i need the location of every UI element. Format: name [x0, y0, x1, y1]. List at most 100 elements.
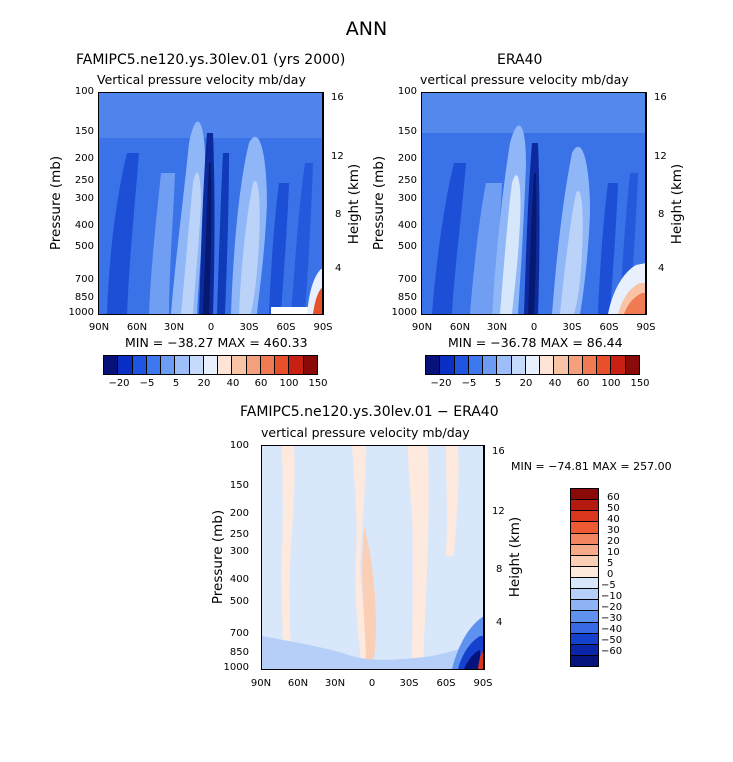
- panel1-ytick: 1000: [68, 307, 94, 318]
- panel2-ytick: 150: [397, 126, 417, 137]
- panel3-y2tick: 12: [492, 506, 505, 517]
- panel3-colorbar-label: −10: [601, 591, 623, 602]
- panel2-ytick: 300: [397, 193, 417, 204]
- panel3-xtick: 60S: [436, 678, 456, 689]
- panel1-colorbar-label: 100: [279, 378, 299, 389]
- panel3-xtick: 30S: [399, 678, 419, 689]
- panel2-xtick: 30N: [486, 322, 508, 333]
- panel2-xtick: 30S: [562, 322, 582, 333]
- panel2-ytick: 200: [397, 153, 417, 164]
- panel2-y2tick: 8: [658, 209, 665, 220]
- panel3-ytick: 100: [229, 440, 249, 451]
- panel1-ytick: 400: [74, 220, 94, 231]
- panel2-stats: MIN = −36.78 MAX = 86.44: [448, 335, 623, 350]
- panel3-colorbar-label: −40: [601, 624, 623, 635]
- panel2-xtick: 0: [530, 322, 538, 333]
- panel1-colorbar-label: 20: [197, 378, 211, 389]
- panel1-xtick: 0: [207, 322, 215, 333]
- panel3-colorbar: [570, 488, 599, 667]
- panel1-plot-area: [98, 92, 324, 315]
- panel2-ytick: 250: [397, 175, 417, 186]
- panel2-y2tick: 12: [654, 151, 667, 162]
- panel1-xtick: 60S: [276, 322, 296, 333]
- panel3-ytick: 1000: [223, 662, 249, 673]
- panel2-ytick: 850: [397, 292, 417, 303]
- panel2-ytick: 700: [397, 274, 417, 285]
- panel1-ytick: 250: [74, 175, 94, 186]
- panel3-colorbar-label: 30: [607, 525, 620, 536]
- page-title: ANN: [345, 18, 388, 40]
- panel3-colorbar-label: −5: [601, 580, 616, 591]
- panel2-contour-field: [422, 93, 646, 314]
- panel3-colorbar-label: 5: [607, 558, 614, 569]
- panel2-colorbar-label: 20: [519, 378, 533, 389]
- panel2-colorbar-label: −20: [430, 378, 452, 389]
- panel2-xtick: 60S: [599, 322, 619, 333]
- panel2-y2label: Height (km): [669, 163, 685, 245]
- panel1-stats: MIN = −38.27 MAX = 460.33: [125, 335, 308, 350]
- panel3-ytick: 250: [229, 529, 249, 540]
- panel1-contour-field: [99, 93, 323, 314]
- panel1-ytick: 300: [74, 193, 94, 204]
- panel1-y2tick: 16: [331, 92, 344, 103]
- panel2-colorbar: [425, 355, 640, 375]
- panel3-colorbar-label: 60: [607, 492, 620, 503]
- panel1-colorbar-label: 150: [308, 378, 328, 389]
- panel3-ytick: 500: [229, 596, 249, 607]
- panel3-y2tick: 4: [496, 617, 503, 628]
- panel3-colorbar-label: 50: [607, 503, 620, 514]
- panel2-xtick: 90S: [636, 322, 656, 333]
- panel3-y2tick: 8: [496, 564, 503, 575]
- panel2-ytick: 400: [397, 220, 417, 231]
- panel2-colorbar-label: 150: [630, 378, 650, 389]
- panel1-subtitle: Vertical pressure velocity mb/day: [97, 72, 306, 87]
- panel2-ytick: 500: [397, 241, 417, 252]
- panel3-title: FAMIPC5.ne120.ys.30lev.01 − ERA40: [240, 404, 499, 420]
- panel3-y2label: Height (km): [507, 516, 523, 598]
- panel3-y2tick: 16: [492, 446, 505, 457]
- panel3-xtick: 90N: [250, 678, 272, 689]
- panel1-colorbar: [103, 355, 318, 375]
- panel3-colorbar-label: −60: [601, 646, 623, 657]
- panel3-xtick: 90S: [473, 678, 493, 689]
- panel3-xtick: 30N: [324, 678, 346, 689]
- panel2-ytick: 100: [397, 86, 417, 97]
- panel1-xtick: 90N: [88, 322, 110, 333]
- panel2-y2tick: 4: [658, 263, 665, 274]
- panel3-colorbar-label: 40: [607, 514, 620, 525]
- panel2-ytick: 1000: [391, 307, 417, 318]
- panel1-xtick: 90S: [313, 322, 333, 333]
- panel3-colorbar-label: −20: [601, 602, 623, 613]
- panel1-colorbar-label: 5: [172, 378, 180, 389]
- panel1-ytick: 500: [74, 241, 94, 252]
- panel1-ytick: 850: [74, 292, 94, 303]
- panel1-y2tick: 8: [335, 209, 342, 220]
- panel2-title: ERA40: [497, 52, 543, 68]
- panel3-colorbar-label: 20: [607, 536, 620, 547]
- panel1-y2tick: 4: [335, 263, 342, 274]
- panel1-ytick: 700: [74, 274, 94, 285]
- panel1-colorbar-label: −5: [139, 378, 155, 389]
- panel3-colorbar-label: −30: [601, 613, 623, 624]
- panel2-colorbar-label: 100: [601, 378, 621, 389]
- panel1-colorbar-label: 40: [226, 378, 240, 389]
- panel3-xtick: 60N: [287, 678, 309, 689]
- panel1-xtick: 30S: [239, 322, 259, 333]
- panel2-colorbar-label: −5: [461, 378, 477, 389]
- panel3-contour-field: [262, 446, 484, 669]
- panel3-plot-area: [261, 445, 485, 670]
- panel1-colorbar-label: 60: [254, 378, 268, 389]
- panel3-ytick: 850: [229, 647, 249, 658]
- panel3-xtick: 0: [368, 678, 376, 689]
- panel3-stats: MIN = −74.81 MAX = 257.00: [511, 460, 672, 473]
- panel2-colorbar-label: 5: [494, 378, 502, 389]
- panel3-colorbar-label: 0: [607, 569, 614, 580]
- panel3-subtitle: vertical pressure velocity mb/day: [261, 425, 470, 440]
- panel1-y2label: Height (km): [346, 163, 362, 245]
- panel1-ylabel: Pressure (mb): [48, 155, 64, 251]
- panel3-colorbar-label: −50: [601, 635, 623, 646]
- panel2-xtick: 60N: [449, 322, 471, 333]
- panel2-xtick: 90N: [411, 322, 433, 333]
- panel2-y2tick: 16: [654, 92, 667, 103]
- panel3-ytick: 200: [229, 508, 249, 519]
